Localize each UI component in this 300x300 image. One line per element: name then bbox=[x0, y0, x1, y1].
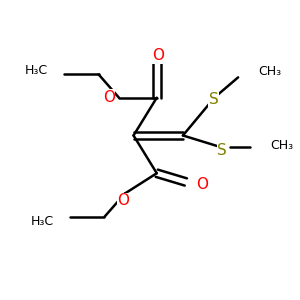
Text: H₃C: H₃C bbox=[25, 64, 48, 76]
Text: S: S bbox=[217, 142, 227, 158]
Text: CH₃: CH₃ bbox=[259, 65, 282, 78]
Text: S: S bbox=[208, 92, 218, 107]
Text: CH₃: CH₃ bbox=[270, 139, 293, 152]
Text: O: O bbox=[103, 90, 115, 105]
Text: O: O bbox=[196, 177, 208, 192]
Text: O: O bbox=[152, 48, 164, 63]
Text: H₃C: H₃C bbox=[31, 215, 54, 228]
Text: O: O bbox=[117, 193, 129, 208]
